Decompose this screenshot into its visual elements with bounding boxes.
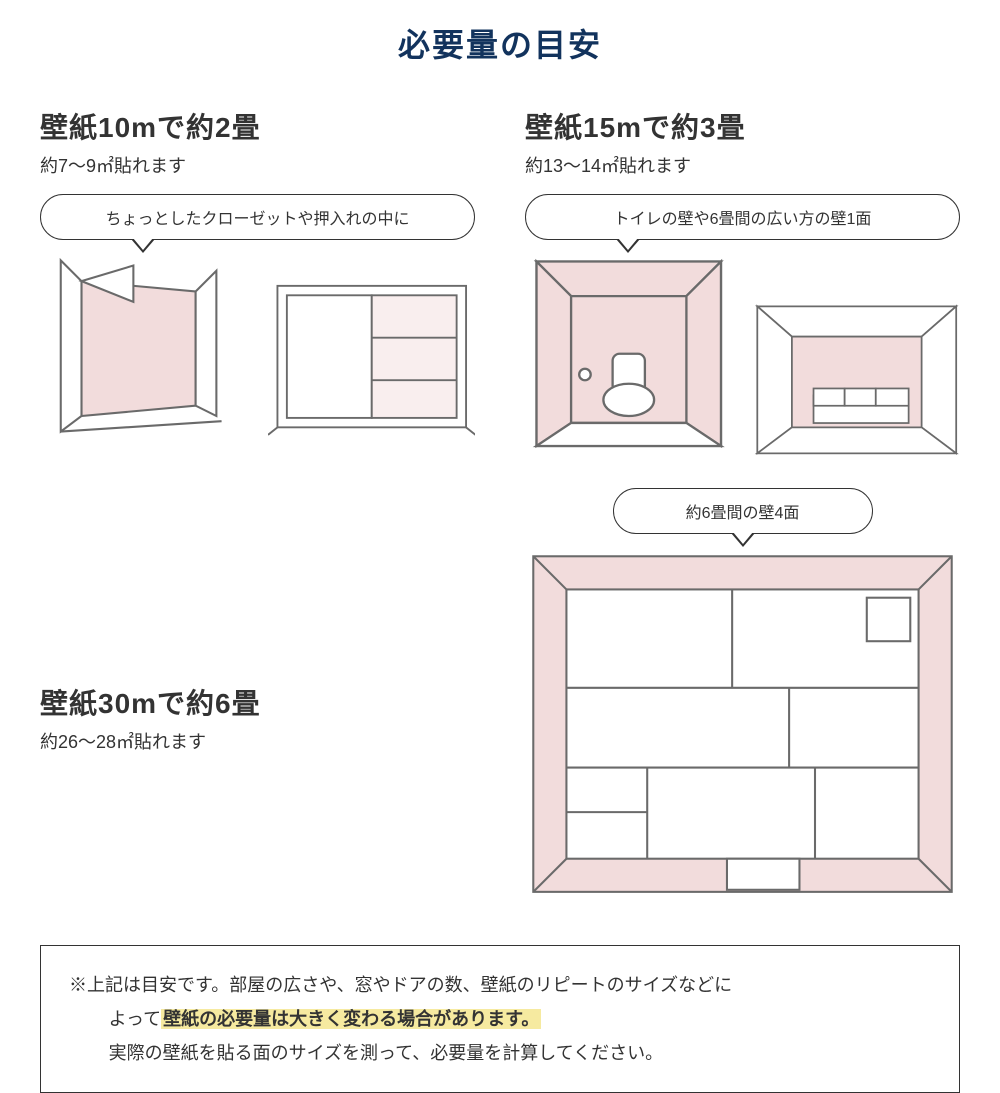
bubble-30m-wrap: 約6畳間の壁4面 <box>613 488 873 534</box>
closet-icon <box>40 250 248 437</box>
note-line-2-prefix: よって <box>109 1009 162 1029</box>
heading-15m: 壁紙15mで約3畳 <box>525 106 960 146</box>
toilet-room-icon <box>525 250 733 458</box>
illustration-15m <box>525 250 960 458</box>
bubble-30m: 約6畳間の壁4面 <box>613 488 873 534</box>
note-line-2: よって壁紙の必要量は大きく変わる場合があります。 <box>69 1002 931 1036</box>
heading-10m: 壁紙10mで約2畳 <box>40 106 475 146</box>
page-title: 必要量の目安 <box>40 20 960 66</box>
oshiire-icon <box>268 267 476 437</box>
bubble-10m-wrap: ちょっとしたクローゼットや押入れの中に <box>40 194 475 240</box>
bubble-10m: ちょっとしたクローゼットや押入れの中に <box>40 194 475 240</box>
heading-30m: 壁紙30mで約6畳 <box>40 682 475 722</box>
note-highlight: 壁紙の必要量は大きく変わる場合があります。 <box>161 1009 541 1029</box>
subtext-15m: 約13～14㎡貼れます <box>525 152 960 178</box>
section-15m: 壁紙15mで約3畳 約13～14㎡貼れます トイレの壁や6畳間の広い方の壁1面 <box>525 106 960 458</box>
illustration-10m <box>40 250 475 437</box>
note-box: ※上記は目安です。部屋の広さや、窓やドアの数、壁紙のリピートのサイズなどに よっ… <box>40 945 960 1093</box>
section-room-plan: 約6畳間の壁4面 <box>525 488 960 905</box>
bubble-15m: トイレの壁や6畳間の広い方の壁1面 <box>525 194 960 240</box>
section-10m: 壁紙10mで約2畳 約7～9㎡貼れます ちょっとしたクローゼットや押入れの中に <box>40 106 475 458</box>
subtext-30m: 約26～28㎡貼れます <box>40 728 475 754</box>
subtext-10m: 約7～9㎡貼れます <box>40 152 475 178</box>
living-wall-icon <box>753 302 961 458</box>
section-30m: 壁紙30mで約6畳 約26～28㎡貼れます <box>40 622 475 770</box>
bubble-15m-wrap: トイレの壁や6畳間の広い方の壁1面 <box>525 194 960 240</box>
note-line-1: ※上記は目安です。部屋の広さや、窓やドアの数、壁紙のリピートのサイズなどに <box>69 968 931 1002</box>
sections-grid: 壁紙10mで約2畳 約7～9㎡貼れます ちょっとしたクローゼットや押入れの中に <box>40 106 960 905</box>
room-plan-icon <box>525 548 960 900</box>
note-line-3: 実際の壁紙を貼る面のサイズを測って、必要量を計算してください。 <box>69 1036 931 1070</box>
